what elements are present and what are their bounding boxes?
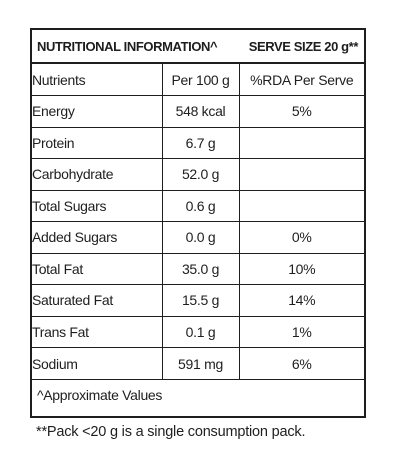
table-row: Energy 548 kcal 5%: [32, 95, 364, 128]
nutrient-name: Sodium: [32, 355, 78, 372]
nutrient-per-100g: 0.0 g: [161, 221, 239, 254]
column-header-per-100g: Per 100 g: [161, 64, 239, 96]
nutrient-per-100g: 52.0 g: [161, 158, 239, 191]
nutrient-rda: [238, 190, 364, 222]
approximate-values-note: ^Approximate Values: [32, 379, 364, 410]
nutrient-per-100g: 548 kcal: [161, 95, 239, 128]
nutrient-name: Protein: [32, 127, 162, 159]
nutrient-name: Saturated Fat: [32, 284, 162, 317]
nutrient-rda: 6%: [238, 347, 364, 379]
nutrient-per-100g: 0.1 g: [161, 316, 239, 348]
table-row: Protein 6.7 g: [32, 127, 364, 159]
pack-footnote: **Pack <20 g is a single consumption pac…: [36, 424, 306, 440]
nutrition-facts-panel: NUTRITIONAL INFORMATION^ SERVE SIZE 20 g…: [30, 28, 366, 418]
nutrient-rda: 1%: [238, 316, 364, 348]
nutrient-name: Carbohydrate: [32, 158, 162, 191]
nutrient-rda: 0%: [238, 221, 364, 254]
nutrition-table: Nutrients Per 100 g %RDA Per Serve Energ…: [32, 64, 364, 379]
nutrient-per-100g: 35.0 g: [161, 253, 239, 285]
nutrient-name: Total Sugars: [32, 190, 162, 222]
table-row: Trans Fat 0.1 g 1%: [32, 316, 364, 348]
table-row: Saturated Fat 15.5 g 14%: [32, 284, 364, 317]
nutrient-rda: 5%: [238, 95, 364, 128]
panel-header: NUTRITIONAL INFORMATION^ SERVE SIZE 20 g…: [32, 30, 364, 64]
table-row: Total Fat 35.0 g 10%: [32, 253, 364, 285]
nutrient-per-100g: 15.5 g: [161, 284, 239, 317]
nutrient-name: Total Fat: [32, 253, 162, 285]
nutrient-per-100g: 0.6 g: [161, 190, 239, 222]
table-row: Sodium 591 mg 6%: [32, 347, 364, 379]
nutrient-rda: [238, 158, 364, 191]
nutrient-rda: 10%: [238, 253, 364, 285]
panel-title: NUTRITIONAL INFORMATION^: [37, 38, 218, 54]
column-header-nutrients: Nutrients: [32, 64, 162, 96]
table-row: Total Sugars 0.6 g: [32, 190, 364, 222]
serve-size: SERVE SIZE 20 g**: [248, 38, 359, 54]
nutrient-rda: [238, 127, 364, 159]
nutrient-name: Energy: [32, 95, 162, 128]
table-row: Added Sugars 0.0 g 0%: [32, 221, 364, 254]
column-header-rda: %RDA Per Serve: [238, 64, 364, 96]
nutrient-name: Trans Fat: [32, 316, 162, 348]
table-header-row: Nutrients Per 100 g %RDA Per Serve: [32, 64, 364, 96]
nutrient-name: Added Sugars: [32, 221, 162, 254]
nutrient-per-100g: 591 mg: [161, 347, 239, 379]
table-row: Carbohydrate 52.0 g: [32, 158, 364, 191]
nutrient-per-100g: 6.7 g: [161, 127, 239, 159]
nutrient-rda: 14%: [238, 284, 364, 317]
